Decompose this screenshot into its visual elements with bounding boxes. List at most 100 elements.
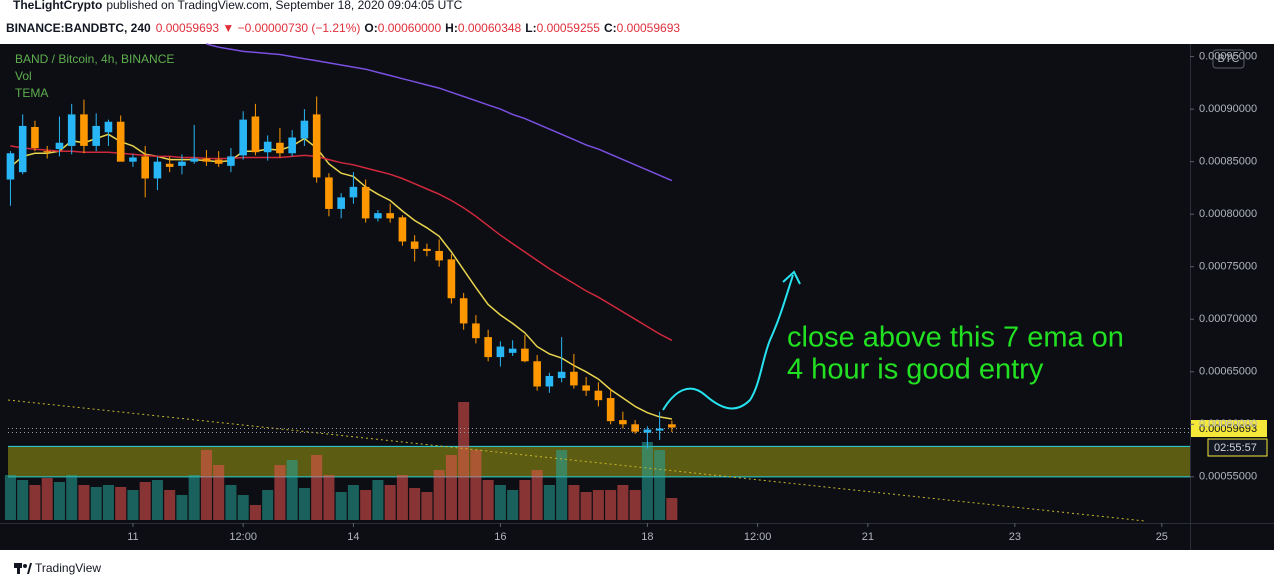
- candle-body: [141, 156, 149, 179]
- candle-body: [276, 142, 284, 154]
- volume-bar: [592, 490, 604, 520]
- candle-body: [31, 126, 39, 149]
- volume-bar: [188, 475, 200, 520]
- volume-bar: [409, 488, 421, 520]
- last-price-tag: [1191, 420, 1267, 437]
- volume-bar: [200, 450, 212, 520]
- volume-bar: [433, 470, 445, 520]
- candle-body: [80, 114, 88, 146]
- ohlc-value: 0.00059255: [537, 21, 601, 35]
- candle-body: [153, 161, 162, 179]
- volume-bar: [494, 485, 506, 520]
- candle-body: [459, 298, 468, 324]
- currency-badge: [1212, 49, 1245, 69]
- last-price: 0.00059693: [1199, 423, 1257, 435]
- arrow-head: [782, 270, 801, 285]
- candle-body: [643, 429, 652, 433]
- candle-body: [263, 141, 272, 153]
- volume-bar: [102, 485, 114, 520]
- candle-body: [521, 348, 529, 362]
- volume-bar: [17, 480, 29, 520]
- candle-body: [508, 348, 517, 353]
- volume-bar: [556, 450, 568, 520]
- candle-body: [606, 398, 615, 422]
- candle-body: [398, 217, 407, 242]
- volume-bar: [286, 460, 298, 520]
- volume-bar: [90, 487, 102, 520]
- volume-bar: [384, 485, 396, 520]
- volume-bar: [458, 402, 470, 520]
- x-tick-label: 23: [1009, 531, 1021, 543]
- volume-bar: [396, 475, 408, 520]
- candle-body: [288, 137, 296, 154]
- volume-bar: [213, 465, 225, 520]
- candle-body: [116, 121, 125, 162]
- candle-body: [447, 259, 456, 299]
- ohlc-label: L:: [525, 21, 536, 35]
- symbol: BINANCE:BANDBTC, 240: [6, 21, 151, 35]
- plot-area: [4, 43, 1190, 520]
- volume-bar: [568, 485, 580, 520]
- volume-bar: [580, 492, 592, 520]
- candle-body: [361, 186, 370, 219]
- candle-body: [251, 116, 260, 153]
- countdown: 02:55:57: [1214, 442, 1257, 454]
- candle-body: [43, 151, 51, 153]
- candle-body: [312, 114, 321, 178]
- volume-bar: [605, 490, 617, 520]
- volume-bar: [4, 475, 16, 520]
- support-zone: [8, 446, 1190, 477]
- volume-bar: [347, 485, 359, 520]
- x-tick-label: 21: [862, 531, 874, 543]
- candle-body: [582, 385, 590, 391]
- volume-bar: [139, 482, 151, 520]
- volume-bar: [151, 480, 163, 520]
- candle-body: [67, 114, 76, 146]
- volume-bar: [470, 450, 482, 520]
- candle-body: [178, 161, 186, 166]
- header-line-2: BINANCE:BANDBTC, 240 0.00059693 ▼ −0.0000…: [6, 21, 680, 35]
- x-tick-label: 14: [347, 531, 359, 543]
- ohlc-label: H:: [445, 21, 458, 35]
- candle-body: [190, 158, 198, 162]
- volume-bar: [507, 490, 519, 520]
- volume-bar: [666, 498, 678, 520]
- currency: BTC: [1218, 53, 1240, 65]
- legend-tema: TEMA: [15, 86, 48, 100]
- volume-bar: [115, 487, 127, 520]
- volume-bar: [225, 485, 237, 520]
- volume-bar: [323, 475, 335, 520]
- header-line-1: TheLightCrypto published on TradingView.c…: [13, 0, 463, 12]
- candle-body: [655, 428, 664, 431]
- ohlc-value: 0.00060348: [458, 21, 522, 35]
- volume-bar: [311, 455, 323, 520]
- x-tick-label: 12:00: [229, 531, 257, 543]
- volume-bar: [164, 490, 176, 520]
- volume-bar: [298, 488, 310, 520]
- candle-body: [337, 197, 345, 209]
- candle-body: [496, 346, 505, 358]
- published: published on TradingView.com, September …: [106, 0, 462, 12]
- footer-logo: [14, 563, 32, 574]
- candle-body: [300, 120, 309, 139]
- ohlc-label: O:: [364, 21, 377, 35]
- y-tick-label: 0.00070000: [1199, 313, 1257, 325]
- legend-symbol: BAND / Bitcoin, 4h, BINANCE: [15, 52, 174, 66]
- candle-body: [129, 157, 137, 162]
- y-tick-label: 0.00090000: [1199, 103, 1257, 115]
- candle-body: [6, 153, 15, 180]
- candle-body: [557, 371, 566, 379]
- volume-bar: [78, 485, 90, 520]
- candle-body: [92, 125, 100, 146]
- volume-bar: [274, 465, 286, 520]
- ema-line: [206, 43, 673, 182]
- trend-line: [7, 399, 1146, 522]
- volume-bar: [629, 490, 641, 520]
- volume-bar: [335, 492, 347, 520]
- y-tick-label: 0.00065000: [1199, 366, 1257, 378]
- volume-bar: [53, 482, 65, 520]
- candle-body: [668, 424, 676, 428]
- candle-body: [202, 158, 211, 162]
- volume-bar: [66, 475, 78, 520]
